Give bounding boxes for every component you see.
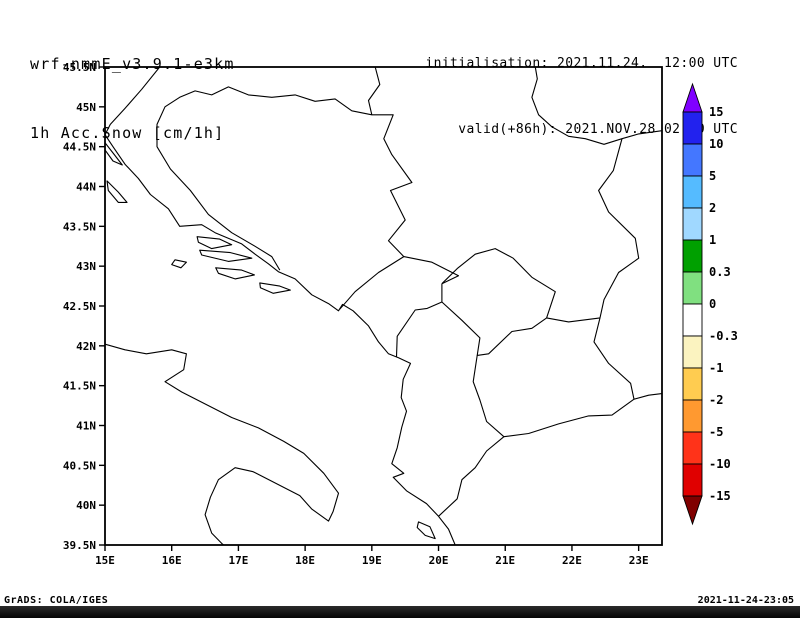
render-timestamp: 2021-11-24-23:05 (697, 595, 794, 606)
lat-tick-label: 45N (76, 101, 96, 114)
colorbar-label: -10 (709, 457, 731, 471)
island-brac (196, 236, 233, 250)
colorbar: 15 10 5 2 1 0.3 0 -0.3 -1 -2 -5 -10 -15 (682, 82, 738, 526)
colorbar-label: 2 (709, 201, 716, 215)
colorbar-segment (682, 271, 703, 305)
colorbar-label: -15 (709, 489, 731, 503)
model-version-title: wrf-nmmE_v3.9.1-e3km (30, 55, 235, 73)
colorbar-arrow-bottom (682, 495, 703, 526)
colorbar-segment (682, 239, 703, 273)
island-corfu (416, 521, 436, 540)
colorbar-label: -1 (709, 361, 723, 375)
island-pag (105, 142, 123, 166)
geography-layer (105, 67, 662, 545)
border-croatia-serbia (367, 67, 381, 115)
border-bih-outline (156, 86, 413, 310)
island-korcula (215, 267, 255, 280)
colorbar-label: -0.3 (709, 329, 738, 343)
field-units-title: 1h Acc.Snow [cm/1h] (30, 124, 225, 142)
lat-tick-label: 39.5N (63, 539, 96, 552)
lat-axis: 45.5N 45N 44.5N 44N 43.5N 43N 42.5N 42N 41.5N 41N… (63, 61, 105, 552)
colorbar-segment (682, 175, 703, 209)
border-serbia-romania-danube (531, 67, 662, 145)
colorbar-segment (682, 431, 703, 465)
colorbar-segment (682, 143, 703, 177)
plot-title-block: wrf-nmmE_v3.9.1-e3km 1h Acc.Snow [cm/1h] (30, 7, 235, 191)
lat-tick-label: 40.5N (63, 459, 96, 472)
colorbar-label: 0.3 (709, 265, 731, 279)
colorbar-segment (682, 111, 703, 145)
island-mljet (259, 282, 291, 294)
border-serbia-bulgaria (598, 138, 640, 319)
lon-tick-label: 19E (362, 554, 382, 567)
lat-tick-label: 42N (76, 340, 96, 353)
island-dugi-otok (106, 180, 128, 203)
colorbar-label: 5 (709, 169, 716, 183)
border-albania-macedonia (472, 355, 505, 438)
colorbar-label: 0 (709, 297, 716, 311)
border-greece-bulgaria (633, 393, 662, 400)
lon-axis: 15E 16E 17E 18E 19E 20E 21E 22E 23E (95, 545, 649, 567)
lat-tick-label: 43N (76, 260, 96, 273)
lon-tick-label: 20E (429, 554, 449, 567)
island-vis (171, 259, 187, 269)
border-montenegro-albania (395, 301, 443, 358)
coastline-adriatic-east-coast (105, 67, 456, 545)
colorbar-label: -5 (709, 425, 723, 439)
lon-tick-label: 22E (562, 554, 582, 567)
lon-tick-label: 15E (95, 554, 115, 567)
lat-tick-label: 41N (76, 420, 96, 433)
colorbar-segment (682, 367, 703, 401)
window-bottom-bar (0, 606, 800, 618)
border-kosovo-outline (441, 248, 556, 356)
coastline-italy-coast (105, 343, 340, 545)
lon-tick-label: 18E (295, 554, 315, 567)
border-albania-greece (438, 436, 505, 517)
colorbar-segment (682, 399, 703, 433)
colorbar-label: -2 (709, 393, 723, 407)
border-macedonia-greece (503, 398, 635, 438)
colorbar-segment (682, 335, 703, 369)
lat-tick-label: 43.5N (63, 220, 96, 233)
lat-tick-label: 44.5N (63, 141, 96, 154)
colorbar-segment (682, 463, 703, 497)
grads-credit: GrADS: COLA/IGES (4, 595, 109, 606)
border-macedonia-bulgaria (593, 317, 635, 400)
lon-tick-label: 17E (228, 554, 248, 567)
colorbar-segment (682, 303, 703, 337)
lon-tick-label: 21E (495, 554, 515, 567)
border-montenegro-serbia (403, 256, 460, 285)
colorbar-label: 15 (709, 105, 723, 119)
lat-tick-label: 44N (76, 181, 96, 194)
colorbar-label: 1 (709, 233, 716, 247)
colorbar-segment (682, 207, 703, 241)
island-hvar (199, 249, 253, 262)
lon-tick-label: 16E (162, 554, 182, 567)
border-serbia-macedonia (546, 317, 601, 323)
lat-tick-label: 42.5N (63, 300, 96, 313)
lon-tick-label: 23E (629, 554, 649, 567)
lat-tick-label: 41.5N (63, 380, 96, 393)
lat-tick-label: 40N (76, 499, 96, 512)
colorbar-label: 10 (709, 137, 723, 151)
colorbar-arrow-top (682, 82, 703, 113)
lat-tick-label: 45.5N (63, 61, 96, 74)
